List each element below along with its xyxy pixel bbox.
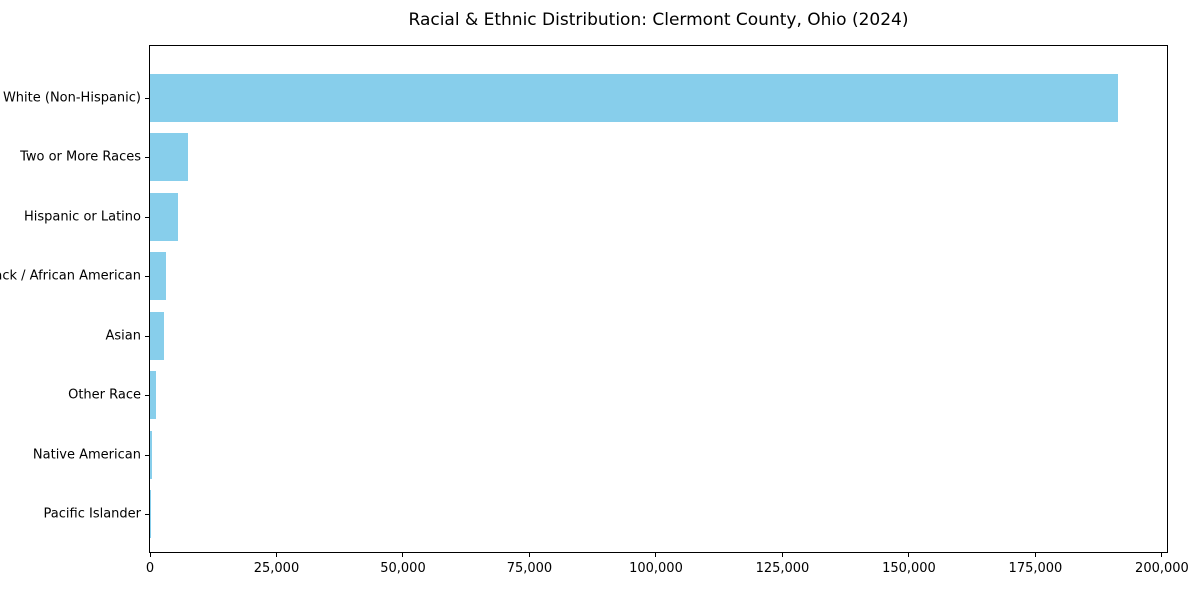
- x-axis-tick-label: 100,000: [629, 561, 683, 576]
- y-axis-label: Two or More Races: [20, 149, 141, 165]
- x-axis-tick-label: 150,000: [882, 561, 936, 576]
- y-tick-mark: [145, 454, 149, 456]
- y-tick-mark: [145, 335, 149, 337]
- x-axis-tick-label: 200,000: [1135, 561, 1189, 576]
- bar-row-native-american: Native American: [33, 425, 1167, 485]
- y-axis-label: Pacific Islander: [43, 506, 141, 522]
- x-axis-tick-label: 25,000: [253, 561, 300, 576]
- y-tick-mark: [145, 276, 149, 278]
- x-tick-mark: [1034, 553, 1036, 557]
- x-tick-mark: [1161, 553, 1163, 557]
- x-axis: 0 25,000 50,000 75,000 100,000 125,000: [146, 552, 1189, 582]
- y-axis-label: Asian: [105, 328, 141, 344]
- bar-row-white-non-hispanic: White (Non-Hispanic): [3, 68, 1167, 128]
- y-tick-mark: [145, 157, 149, 159]
- bar-hispanic-or-latino: [150, 192, 178, 241]
- bar-two-or-more-races: [150, 133, 188, 182]
- bar-row-other-race: Other Race: [68, 366, 1167, 426]
- x-axis-tick-label: 125,000: [755, 561, 810, 576]
- x-tick-mark: [655, 553, 657, 557]
- y-axis-label: Other Race: [68, 387, 141, 403]
- bar-row-hispanic-or-latino: Hispanic or Latino: [24, 187, 1167, 247]
- x-axis-tick-label: 50,000: [380, 561, 426, 576]
- bar-row-pacific-islander: Pacific Islander: [44, 485, 1167, 545]
- bar-row-two-or-more-races: Two or More Races: [20, 128, 1167, 188]
- chart-title: Racial & Ethnic Distribution: Clermont C…: [408, 10, 909, 30]
- bar-row-asian: Asian: [106, 306, 1167, 366]
- y-tick-mark: [145, 395, 149, 397]
- y-axis-label: Hispanic or Latino: [23, 209, 141, 225]
- bar-white-non-hispanic: [150, 73, 1118, 122]
- x-tick-mark: [908, 553, 910, 557]
- y-axis-label: White (Non-Hispanic): [2, 90, 141, 106]
- x-tick-mark: [781, 553, 783, 557]
- bar-native-american: [150, 430, 152, 479]
- x-tick-mark: [275, 553, 277, 557]
- bar-rows: White (Non-Hispanic) Two or More Races H…: [0, 68, 1167, 545]
- bar-other-race: [150, 371, 156, 420]
- y-axis-label: Black / African American: [0, 268, 141, 284]
- bar-black-african-american: [150, 252, 167, 301]
- plot-area: White (Non-Hispanic) Two or More Races H…: [0, 45, 1189, 576]
- bar-asian: [150, 311, 164, 360]
- y-axis-label: Native American: [32, 447, 141, 463]
- bar-row-black-african-american: Black / African American: [0, 247, 1167, 307]
- x-axis-tick-label: 0: [145, 561, 155, 576]
- x-tick-mark: [402, 553, 404, 557]
- x-tick-mark: [528, 553, 530, 557]
- y-tick-mark: [145, 514, 149, 516]
- x-axis-tick-label: 175,000: [1008, 561, 1063, 576]
- x-axis-tick-label: 75,000: [506, 561, 553, 576]
- y-tick-mark: [145, 97, 149, 99]
- y-tick-mark: [145, 216, 149, 218]
- x-tick-mark: [149, 553, 151, 557]
